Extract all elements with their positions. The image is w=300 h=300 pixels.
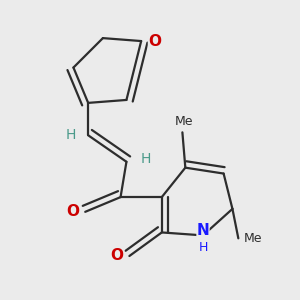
- Text: Me: Me: [175, 115, 193, 128]
- Text: H: H: [140, 152, 151, 166]
- Text: H: H: [65, 128, 76, 142]
- Text: O: O: [110, 248, 124, 263]
- Text: H: H: [198, 241, 208, 254]
- Text: Me: Me: [244, 232, 263, 245]
- Text: O: O: [66, 204, 79, 219]
- Text: O: O: [148, 34, 161, 49]
- Text: N: N: [196, 224, 209, 238]
